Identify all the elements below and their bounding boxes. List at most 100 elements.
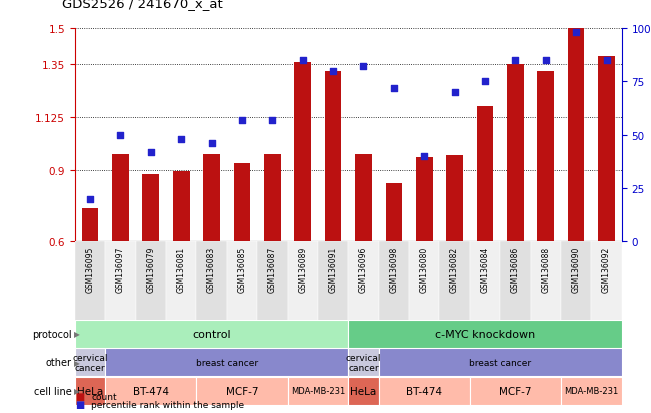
- Point: [510, 57, 521, 64]
- Text: GSM136084: GSM136084: [480, 246, 490, 292]
- Bar: [173, 172, 189, 242]
- Text: ▶: ▶: [74, 387, 79, 395]
- Point: [267, 117, 277, 123]
- Point: [328, 68, 339, 75]
- Text: GSM136082: GSM136082: [450, 246, 459, 292]
- Text: count: count: [91, 392, 117, 401]
- Text: GSM136088: GSM136088: [541, 246, 550, 292]
- Bar: [568, 29, 585, 242]
- Text: ■: ■: [75, 391, 84, 401]
- Text: GSM136091: GSM136091: [329, 246, 338, 292]
- Text: GSM136096: GSM136096: [359, 246, 368, 292]
- Bar: [197, 242, 227, 335]
- Bar: [227, 242, 257, 335]
- Point: [146, 149, 156, 156]
- Text: protocol: protocol: [32, 329, 72, 339]
- Bar: [318, 242, 348, 335]
- Bar: [598, 57, 615, 242]
- Text: GSM136081: GSM136081: [176, 246, 186, 292]
- Text: ■: ■: [75, 399, 84, 409]
- Bar: [75, 349, 105, 376]
- Bar: [348, 377, 379, 405]
- Text: BT-474: BT-474: [406, 386, 442, 396]
- Bar: [561, 377, 622, 405]
- Text: HeLa: HeLa: [350, 386, 376, 396]
- Point: [85, 196, 95, 202]
- Text: breast cancer: breast cancer: [196, 358, 258, 367]
- Bar: [379, 349, 622, 376]
- Bar: [537, 71, 554, 242]
- Text: GSM136095: GSM136095: [85, 246, 94, 292]
- Bar: [82, 209, 98, 242]
- Text: GSM136080: GSM136080: [420, 246, 429, 292]
- Text: MCF-7: MCF-7: [499, 386, 532, 396]
- Point: [571, 30, 581, 36]
- Text: BT-474: BT-474: [133, 386, 169, 396]
- Bar: [439, 242, 470, 335]
- Bar: [325, 71, 341, 242]
- Bar: [348, 349, 379, 376]
- Bar: [234, 164, 250, 242]
- Bar: [507, 64, 523, 242]
- Text: control: control: [192, 329, 231, 339]
- Bar: [379, 242, 409, 335]
- Text: GSM136083: GSM136083: [207, 246, 216, 292]
- Bar: [112, 154, 129, 242]
- Bar: [409, 242, 439, 335]
- Bar: [446, 155, 463, 242]
- Bar: [348, 242, 379, 335]
- Point: [540, 57, 551, 64]
- Bar: [105, 377, 197, 405]
- Bar: [135, 242, 166, 335]
- Bar: [264, 154, 281, 242]
- Text: GSM136092: GSM136092: [602, 246, 611, 292]
- Bar: [379, 377, 470, 405]
- Text: ▶: ▶: [74, 330, 79, 338]
- Bar: [385, 184, 402, 242]
- Text: GSM136097: GSM136097: [116, 246, 125, 292]
- Bar: [470, 242, 500, 335]
- Text: percentile rank within the sample: percentile rank within the sample: [91, 400, 244, 409]
- Bar: [561, 242, 591, 335]
- Text: GSM136085: GSM136085: [238, 246, 247, 292]
- Point: [602, 57, 612, 64]
- Point: [449, 89, 460, 96]
- Bar: [197, 377, 288, 405]
- Bar: [591, 242, 622, 335]
- Bar: [288, 377, 348, 405]
- Bar: [477, 107, 493, 242]
- Point: [237, 117, 247, 123]
- Bar: [294, 63, 311, 242]
- Point: [298, 57, 308, 64]
- Text: GSM136098: GSM136098: [389, 246, 398, 292]
- Bar: [75, 377, 105, 405]
- Text: ▶: ▶: [74, 358, 79, 367]
- Point: [176, 136, 186, 143]
- Point: [480, 79, 490, 85]
- Text: cervical
cancer: cervical cancer: [72, 353, 108, 372]
- Text: c-MYC knockdown: c-MYC knockdown: [435, 329, 535, 339]
- Point: [115, 132, 126, 138]
- Text: breast cancer: breast cancer: [469, 358, 531, 367]
- Text: cervical
cancer: cervical cancer: [346, 353, 381, 372]
- Text: MCF-7: MCF-7: [226, 386, 258, 396]
- Text: GSM136087: GSM136087: [268, 246, 277, 292]
- Point: [389, 85, 399, 92]
- Text: MDA-MB-231: MDA-MB-231: [564, 387, 618, 395]
- Bar: [143, 174, 159, 242]
- Text: cell line: cell line: [34, 386, 72, 396]
- Bar: [75, 242, 105, 335]
- Point: [419, 153, 430, 160]
- Text: GSM136079: GSM136079: [146, 246, 156, 292]
- Text: GSM136090: GSM136090: [572, 246, 581, 292]
- Text: GDS2526 / 241670_x_at: GDS2526 / 241670_x_at: [62, 0, 223, 10]
- Text: GSM136089: GSM136089: [298, 246, 307, 292]
- Text: other: other: [46, 357, 72, 368]
- Text: MDA-MB-231: MDA-MB-231: [291, 387, 345, 395]
- Point: [358, 64, 368, 71]
- Bar: [348, 320, 622, 348]
- Bar: [288, 242, 318, 335]
- Bar: [105, 349, 348, 376]
- Text: HeLa: HeLa: [77, 386, 103, 396]
- Bar: [355, 154, 372, 242]
